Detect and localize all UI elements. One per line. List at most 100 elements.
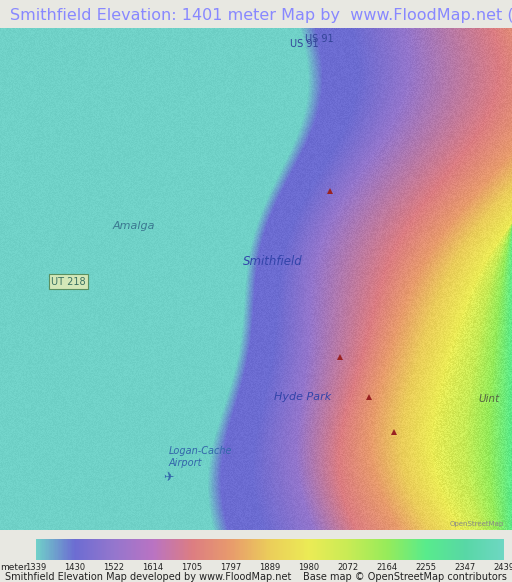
Bar bbox=[175, 540, 176, 560]
Bar bbox=[124, 540, 125, 560]
Text: meter: meter bbox=[0, 563, 27, 572]
Bar bbox=[230, 540, 231, 560]
Bar bbox=[286, 540, 287, 560]
Bar bbox=[131, 540, 132, 560]
Bar bbox=[287, 540, 288, 560]
Bar bbox=[236, 540, 238, 560]
Bar bbox=[142, 540, 144, 560]
Bar bbox=[58, 540, 59, 560]
Bar bbox=[259, 540, 260, 560]
Bar bbox=[391, 540, 392, 560]
Bar bbox=[42, 540, 44, 560]
Bar bbox=[250, 540, 252, 560]
Bar bbox=[88, 540, 89, 560]
Bar bbox=[503, 540, 504, 560]
Bar bbox=[430, 540, 432, 560]
Bar bbox=[321, 540, 322, 560]
Bar bbox=[406, 540, 407, 560]
Bar bbox=[438, 540, 439, 560]
Bar bbox=[494, 540, 495, 560]
Bar bbox=[355, 540, 356, 560]
Bar bbox=[94, 540, 96, 560]
Text: 1705: 1705 bbox=[181, 563, 203, 572]
Bar bbox=[297, 540, 298, 560]
Text: 2164: 2164 bbox=[377, 563, 398, 572]
Bar bbox=[434, 540, 435, 560]
Bar bbox=[62, 540, 63, 560]
Bar bbox=[183, 540, 184, 560]
Bar bbox=[454, 540, 455, 560]
Bar bbox=[38, 540, 40, 560]
Bar bbox=[148, 540, 149, 560]
Bar bbox=[377, 540, 378, 560]
Bar bbox=[204, 540, 205, 560]
Bar bbox=[123, 540, 124, 560]
Bar bbox=[500, 540, 502, 560]
Bar bbox=[276, 540, 278, 560]
Bar bbox=[70, 540, 71, 560]
Bar bbox=[119, 540, 120, 560]
Bar bbox=[309, 540, 310, 560]
Bar bbox=[218, 540, 219, 560]
Bar bbox=[213, 540, 214, 560]
Bar bbox=[465, 540, 466, 560]
Bar bbox=[254, 540, 256, 560]
Bar bbox=[291, 540, 292, 560]
Bar bbox=[202, 540, 204, 560]
Bar bbox=[370, 540, 372, 560]
Bar bbox=[478, 540, 480, 560]
Bar bbox=[336, 540, 338, 560]
Bar bbox=[416, 540, 417, 560]
Bar bbox=[235, 540, 236, 560]
Bar bbox=[269, 540, 270, 560]
Bar bbox=[174, 540, 175, 560]
Text: 1980: 1980 bbox=[298, 563, 319, 572]
Bar bbox=[166, 540, 167, 560]
Bar bbox=[346, 540, 347, 560]
Bar bbox=[488, 540, 490, 560]
Bar bbox=[77, 540, 79, 560]
Text: Base map © OpenStreetMap contributors: Base map © OpenStreetMap contributors bbox=[303, 572, 507, 582]
Bar bbox=[40, 540, 41, 560]
Bar bbox=[219, 540, 221, 560]
Bar bbox=[274, 540, 275, 560]
Bar bbox=[262, 540, 264, 560]
Text: Hyde Park: Hyde Park bbox=[274, 392, 331, 402]
Bar bbox=[400, 540, 401, 560]
Bar bbox=[91, 540, 92, 560]
Bar bbox=[444, 540, 446, 560]
Bar bbox=[208, 540, 209, 560]
Bar bbox=[184, 540, 185, 560]
Bar bbox=[493, 540, 494, 560]
Bar bbox=[50, 540, 51, 560]
Bar bbox=[190, 540, 192, 560]
Bar bbox=[120, 540, 122, 560]
Bar bbox=[173, 540, 174, 560]
Bar bbox=[74, 540, 75, 560]
Bar bbox=[456, 540, 458, 560]
Bar bbox=[288, 540, 290, 560]
Bar bbox=[418, 540, 420, 560]
Bar bbox=[267, 540, 269, 560]
Bar bbox=[353, 540, 355, 560]
Bar bbox=[84, 540, 86, 560]
Text: Smithfield Elevation Map developed by www.FloodMap.net: Smithfield Elevation Map developed by ww… bbox=[5, 572, 291, 582]
Bar bbox=[115, 540, 117, 560]
Bar bbox=[369, 540, 370, 560]
Bar bbox=[440, 540, 442, 560]
Bar bbox=[105, 540, 106, 560]
Bar bbox=[65, 540, 66, 560]
Bar bbox=[408, 540, 409, 560]
Bar bbox=[182, 540, 183, 560]
Bar bbox=[460, 540, 461, 560]
Bar bbox=[102, 540, 103, 560]
Bar bbox=[318, 540, 319, 560]
Bar bbox=[87, 540, 88, 560]
Bar bbox=[375, 540, 377, 560]
Text: 2255: 2255 bbox=[416, 563, 437, 572]
Bar bbox=[450, 540, 451, 560]
Bar bbox=[399, 540, 400, 560]
Bar bbox=[227, 540, 228, 560]
Bar bbox=[153, 540, 154, 560]
Bar bbox=[48, 540, 49, 560]
